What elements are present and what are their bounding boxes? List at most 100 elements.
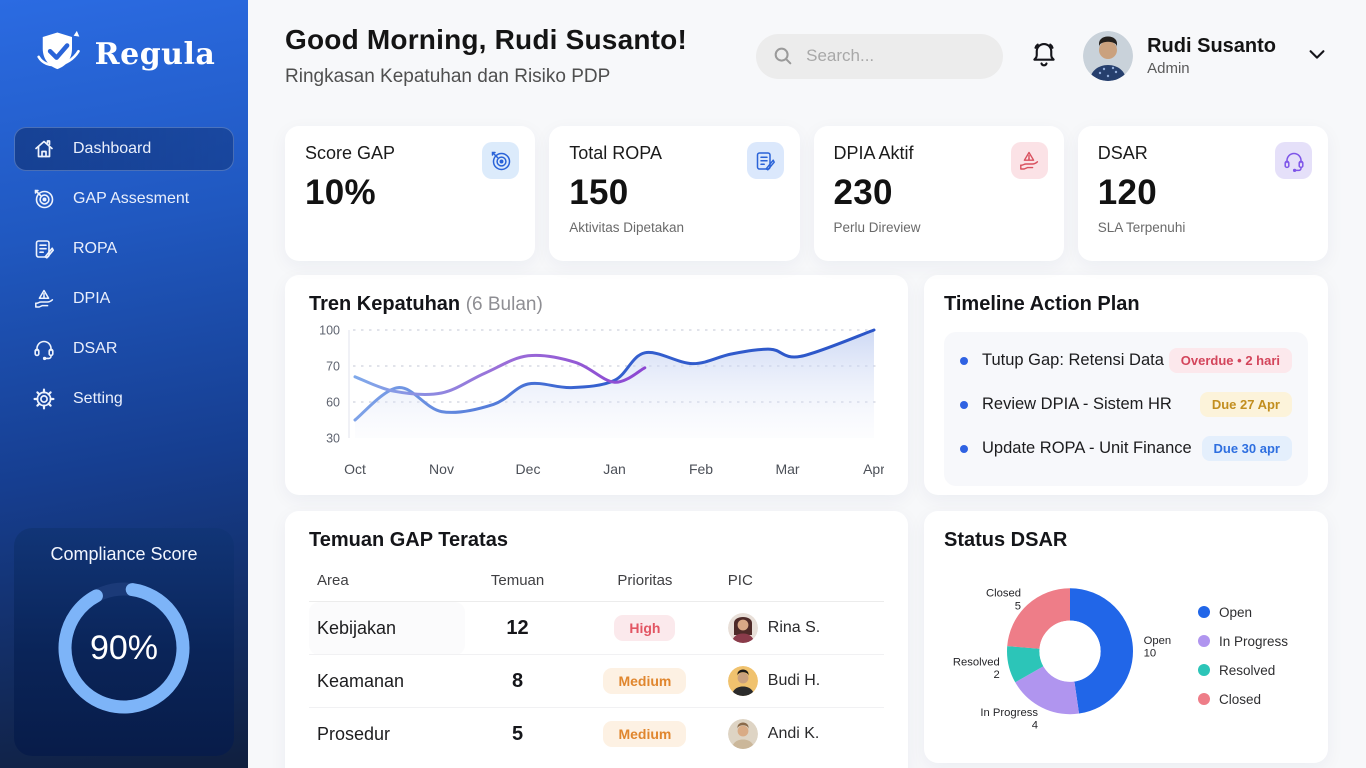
target-icon [31, 186, 57, 212]
clipboard-icon [746, 142, 784, 179]
sidebar-item-gap-assesment[interactable]: GAP Assesment [14, 177, 234, 221]
timeline-card: Timeline Action Plan Tutup Gap: Retensi … [924, 275, 1328, 495]
target-icon [482, 142, 520, 179]
stat-subtitle: Aktivitas Dipetakan [569, 220, 685, 235]
greeting-title: Good Morning, Rudi Susanto! [285, 24, 688, 55]
timeline-panel: Tutup Gap: Retensi Data Overdue • 2 hari… [944, 332, 1308, 486]
sidebar-item-label: DPIA [73, 290, 111, 307]
legend-item-open: Open [1198, 605, 1288, 620]
stat-card-total-ropa: Total ROPA 150 Aktivitas Dipetakan [549, 126, 800, 261]
search-input[interactable] [804, 45, 1030, 67]
legend-dot-icon [1198, 606, 1210, 618]
risk-hand-icon [1010, 142, 1048, 179]
logo-text: Regula [94, 37, 216, 72]
sidebar-item-dsar[interactable]: DSAR [14, 327, 234, 371]
svg-text:70: 70 [326, 360, 340, 374]
avatar [1083, 31, 1134, 81]
notifications-button[interactable] [1029, 39, 1059, 74]
svg-text:Apr: Apr [863, 461, 884, 477]
legend-dot-icon [1198, 635, 1210, 647]
chevron-down-icon[interactable] [1306, 43, 1328, 70]
dsar-title: Status DSAR [944, 529, 1068, 551]
priority-badge: Medium [603, 721, 687, 747]
bullet-dot-icon [960, 400, 968, 409]
stat-subtitle: Perlu Direview [833, 220, 921, 235]
sidebar-item-label: ROPA [73, 240, 118, 257]
stat-label: Score GAP [305, 143, 396, 163]
svg-text:60: 60 [326, 396, 340, 410]
column-header-prioritas: Prioritas [570, 560, 720, 602]
column-header-pic: PIC [719, 560, 884, 602]
avatar [727, 666, 758, 696]
legend-item-closed: Closed [1198, 692, 1288, 707]
sidebar-item-dashboard[interactable]: Dashboard [14, 127, 234, 171]
stat-label: DSAR [1097, 143, 1148, 163]
svg-text:Dec: Dec [516, 461, 541, 477]
sidebar-item-dpia[interactable]: DPIA [14, 277, 234, 321]
timeline-item: Update ROPA - Unit Finance Due 30 apr [960, 436, 1292, 461]
svg-text:Mar: Mar [775, 461, 799, 477]
stat-value: 150 [569, 173, 629, 212]
main-content: Good Morning, Rudi Susanto! Ringkasan Ke… [248, 0, 1366, 768]
legend-item-in-progress: In Progress [1198, 634, 1288, 649]
stats-row: Score GAP 10% Total ROPA 150 Aktivitas [285, 126, 1328, 261]
dsar-body: Open 10 In Progress 4 Resolved 2 Closed 5 Open … [944, 554, 1308, 757]
table-row: Keamanan 8 Medium [309, 654, 884, 708]
compliance-score-title: Compliance Score [50, 544, 198, 564]
page-titles: Good Morning, Rudi Susanto! Ringkasan Ke… [285, 24, 687, 88]
timeline-item: Tutup Gap: Retensi Data Overdue • 2 hari [960, 348, 1292, 373]
compliance-score-card: Compliance Score 90% [14, 528, 234, 756]
sidebar-item-label: GAP Assesment [73, 190, 190, 207]
bell-icon [1033, 42, 1055, 66]
gear-icon [31, 386, 57, 412]
svg-text:Oct: Oct [344, 461, 366, 477]
sidebar: Regula Dashboard GAP Assesment [0, 0, 248, 768]
user-menu[interactable]: Rudi Susanto Admin [1083, 31, 1276, 81]
mid-row: Tren Kepatuhan (6 Bulan) 100 70 60 30 Oct Nov… [285, 275, 1328, 495]
legend-item-resolved: Resolved [1198, 663, 1288, 678]
column-header-temuan: Temuan [465, 560, 571, 602]
logo: Regula [0, 0, 248, 83]
page-subtitle: Ringkasan Kepatuhan dan Risiko PDP [285, 66, 611, 87]
sidebar-item-setting[interactable]: Setting [14, 377, 234, 421]
trend-line-chart: 100 70 60 30 Oct Nov Dec Jan Feb Mar Apr [319, 324, 885, 478]
sidebar-item-ropa[interactable]: ROPA [14, 227, 234, 271]
timeline-title: Timeline Action Plan [944, 293, 1140, 315]
headset-icon [31, 336, 57, 362]
status-badge: Due 27 Apr [1199, 392, 1292, 417]
priority-badge: High [614, 615, 676, 641]
gap-table-card: Temuan GAP Teratas Area Temuan Prioritas… [285, 511, 908, 768]
search-bar[interactable] [756, 33, 1030, 79]
pic-name: Andi K. [767, 725, 820, 742]
stat-value: 120 [1097, 173, 1158, 212]
bullet-dot-icon [960, 356, 968, 365]
svg-text:Nov: Nov [429, 461, 454, 477]
table-row: Kebijakan 12 High [309, 601, 884, 655]
column-header-area: Area [309, 560, 466, 602]
stat-card-score-gap: Score GAP 10% [285, 126, 536, 261]
sidebar-item-label: Dashboard [73, 140, 152, 157]
pic-name: Rina S. [767, 619, 821, 636]
clipboard-icon [31, 236, 57, 262]
stat-card-dsar: DSAR 120 SLA Terpenuhi [1077, 126, 1328, 261]
stat-card-dpia-aktif: DPIA Aktif 230 Perlu Direview [813, 126, 1064, 261]
compliance-score-value: 90% [89, 628, 159, 667]
timeline-item: Review DPIA - Sistem HR Due 27 Apr [960, 392, 1292, 417]
dsar-legend: Open In Progress Resolved Closed [1198, 605, 1288, 707]
bullet-dot-icon [960, 444, 968, 453]
table-row: Prosedur 5 Medium [309, 708, 884, 761]
sidebar-item-label: DSAR [73, 340, 118, 357]
compliance-gauge: 90% [49, 573, 199, 723]
trend-chart-card: Tren Kepatuhan (6 Bulan) 100 70 60 30 Oct Nov… [285, 275, 908, 495]
user-role: Admin [1147, 60, 1190, 77]
dsar-donut-chart: Open 10 In Progress 4 Resolved 2 Closed 5 [944, 554, 1196, 757]
sidebar-nav: Dashboard GAP Assesment ROPA [0, 127, 248, 421]
svg-text:Jan: Jan [603, 461, 626, 477]
topbar: Good Morning, Rudi Susanto! Ringkasan Ke… [285, 24, 1328, 88]
legend-dot-icon [1198, 693, 1210, 705]
status-badge: Overdue • 2 hari [1168, 348, 1292, 373]
